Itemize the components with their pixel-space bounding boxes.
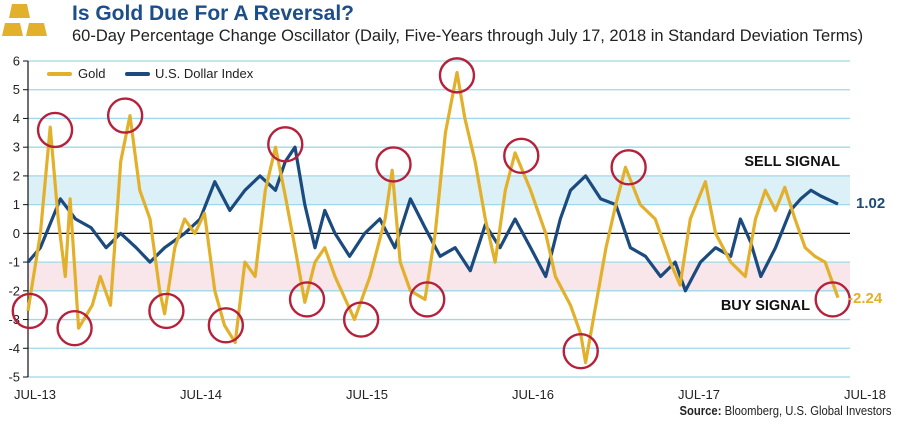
y-tick-label: -5 (8, 370, 20, 385)
gold-end-value: -2.24 (848, 290, 883, 307)
highlight-circle (342, 301, 380, 338)
highlight-circle (438, 57, 476, 94)
y-tick-label: 4 (13, 111, 20, 126)
y-tick-label: -1 (8, 255, 20, 270)
highlight-circle (207, 307, 245, 344)
y-tick-label: 3 (13, 140, 20, 155)
y-tick-label: 1 (13, 197, 20, 212)
x-tick-label: JUL-16 (512, 387, 554, 402)
dollar-end-value: 1.02 (856, 195, 885, 212)
highlight-circle (56, 309, 93, 347)
highlight-circle (375, 146, 412, 183)
gold-bars-icon (2, 4, 47, 36)
source-note: Source: Bloomberg, U.S. Global Investors (680, 404, 892, 418)
y-tick-label: -4 (8, 341, 20, 356)
gold-line (26, 70, 840, 365)
highlight-circle (36, 111, 74, 149)
highlight-circle (11, 292, 48, 330)
source-text: Bloomberg, U.S. Global Investors (725, 404, 892, 418)
y-tick-label: -2 (8, 283, 20, 298)
highlight-circle (610, 149, 647, 186)
source-label: Source: (680, 404, 722, 418)
highlight-circle (267, 126, 304, 163)
legend-label-gold: Gold (78, 66, 105, 81)
highlight-circle (814, 281, 851, 318)
legend-label-dollar: U.S. Dollar Index (155, 66, 254, 81)
x-tick-label: JUL-15 (346, 387, 388, 402)
highlight-circle (288, 281, 326, 318)
sell-signal-label: SELL SIGNAL (744, 154, 840, 170)
legend: Gold U.S. Dollar Index (47, 66, 254, 81)
y-tick-label: 6 (13, 54, 20, 69)
chart-subtitle: 60-Day Percentage Change Oscillator (Dai… (72, 27, 864, 45)
highlight-circle (503, 137, 540, 175)
x-tick-label: JUL-18 (844, 387, 886, 402)
x-tick-label: JUL-13 (14, 387, 56, 402)
chart-title: Is Gold Due For A Reversal? (72, 2, 355, 25)
highlight-circle (562, 332, 599, 370)
y-tick-label: 5 (13, 82, 20, 97)
highlight-circle (148, 292, 185, 330)
x-tick-label: JUL-14 (180, 387, 222, 402)
highlight-circle (409, 281, 446, 318)
y-tick-label: 0 (13, 226, 20, 241)
x-tick-label: JUL-17 (678, 387, 720, 402)
y-tick-label: 2 (13, 168, 20, 183)
buy-signal-label: BUY SIGNAL (721, 298, 810, 314)
highlight-circle (106, 97, 144, 134)
